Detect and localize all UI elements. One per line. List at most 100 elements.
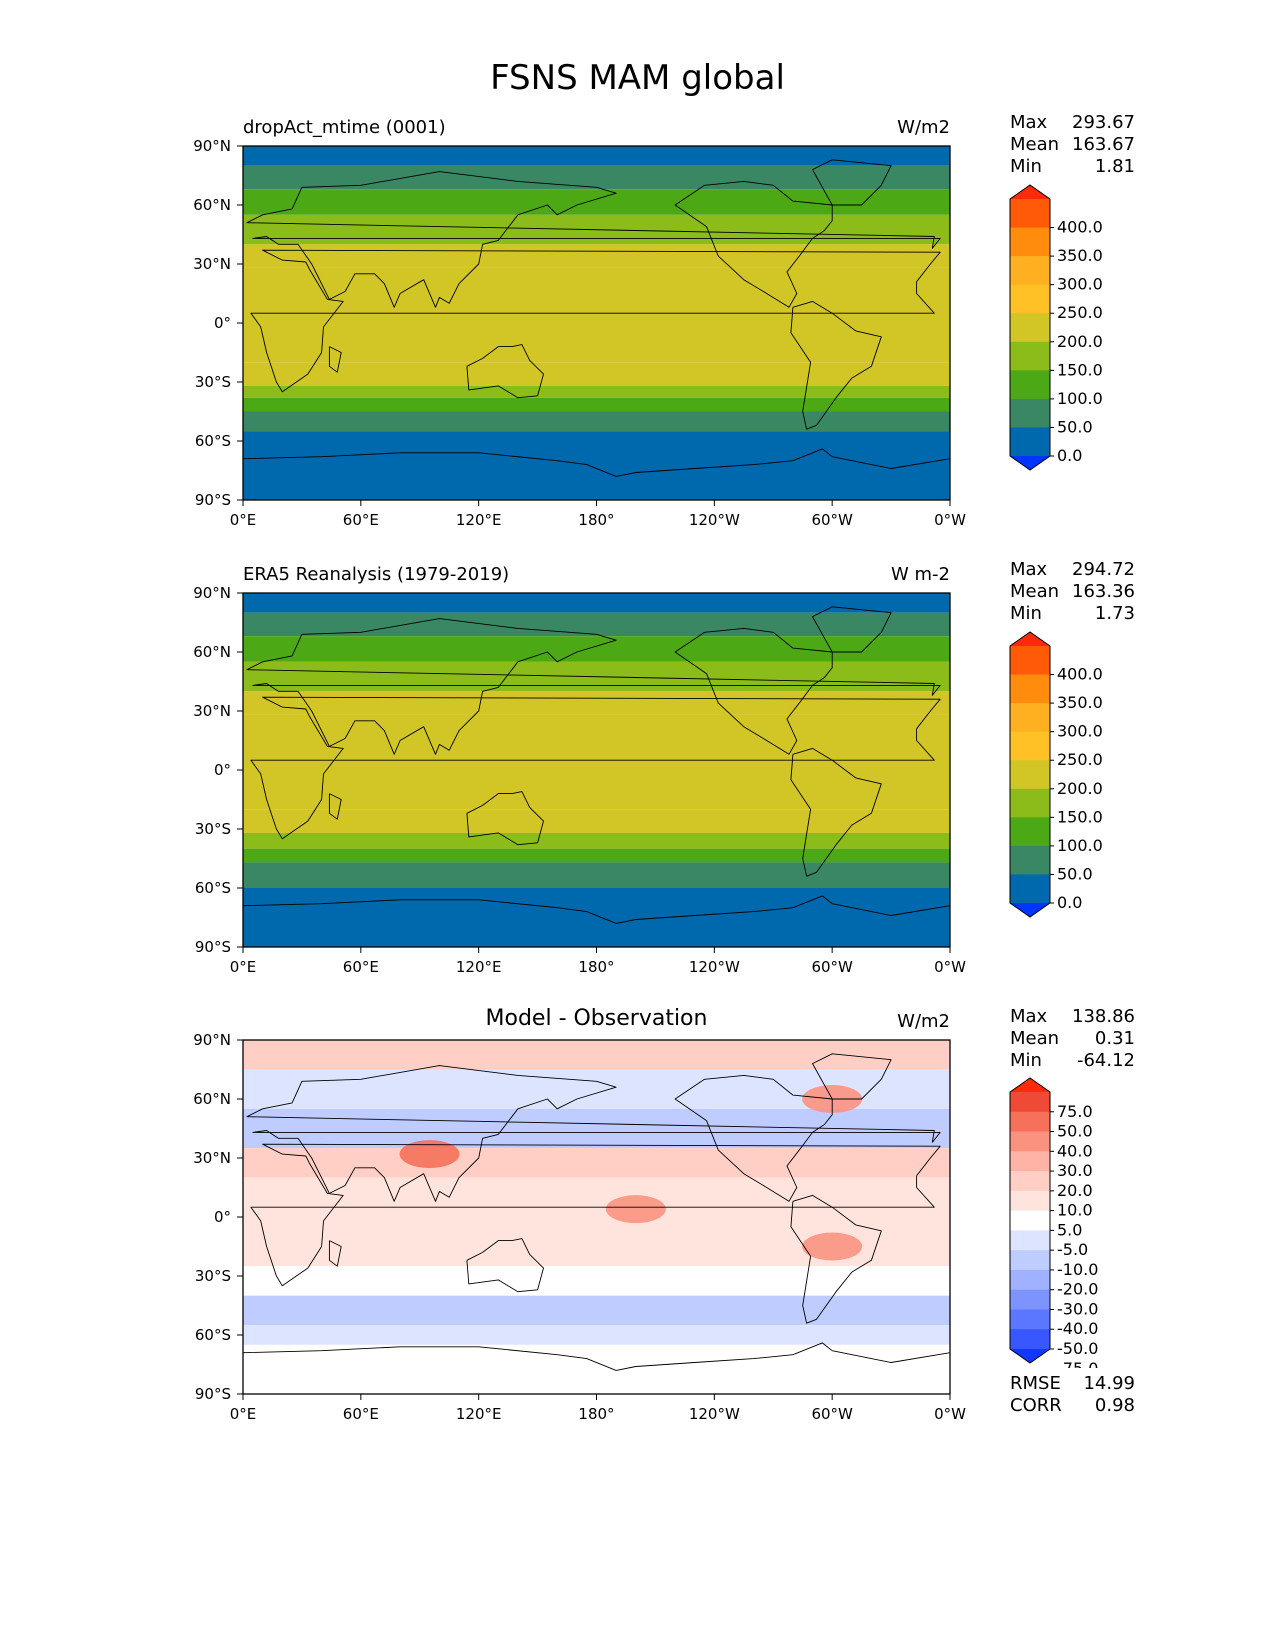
data-band bbox=[243, 888, 950, 947]
colorbar-tick-label: 400.0 bbox=[1057, 665, 1103, 684]
stat-label: Mean bbox=[1010, 1028, 1060, 1049]
x-tick-label: 120°E bbox=[456, 1405, 502, 1423]
y-tick-label: 90°N bbox=[193, 1031, 231, 1049]
x-tick-label: 0°W bbox=[934, 1405, 966, 1423]
colorbar-tick-label: 350.0 bbox=[1057, 693, 1103, 712]
panel-1-stats: Max 293.67 Mean 163.67 Min 1.81 bbox=[1010, 112, 1135, 178]
panel-1-title: dropAct_mtime (0001) bbox=[243, 117, 446, 138]
y-tick-label: 60°S bbox=[195, 1326, 231, 1344]
colorbar-extend-min bbox=[1010, 903, 1050, 917]
colorbar-segment bbox=[1010, 427, 1050, 457]
colorbar-tick-label: 300.0 bbox=[1057, 275, 1103, 294]
data-band bbox=[243, 1177, 950, 1217]
colorbar-tick-label: 50.0 bbox=[1057, 864, 1093, 883]
data-band bbox=[243, 1148, 950, 1178]
coastline bbox=[466, 1238, 544, 1293]
data-band bbox=[243, 431, 950, 500]
data-band bbox=[243, 146, 950, 166]
colorbar-tick-label: 0.0 bbox=[1057, 893, 1082, 912]
colorbar-segment bbox=[1010, 398, 1050, 428]
data-band bbox=[243, 1266, 950, 1296]
coastline bbox=[328, 793, 342, 820]
colorbar-tick-label: 250.0 bbox=[1057, 303, 1103, 322]
colorbar-segment bbox=[1010, 1190, 1050, 1212]
y-tick-label: 90°S bbox=[195, 938, 231, 956]
colorbar-segment bbox=[1010, 1131, 1050, 1152]
x-tick-label: 60°E bbox=[343, 958, 379, 976]
colorbar-segment bbox=[1010, 1210, 1050, 1231]
colorbar-tick-label: 100.0 bbox=[1057, 389, 1103, 408]
coastline bbox=[790, 300, 882, 430]
stat-value: 138.86 bbox=[1072, 1006, 1135, 1027]
y-tick-label: 30°N bbox=[193, 702, 231, 720]
colorbar-segment bbox=[1010, 817, 1050, 847]
x-tick-label: 120°W bbox=[689, 1405, 740, 1423]
stat-label: RMSE bbox=[1010, 1373, 1061, 1394]
x-tick-label: 120°W bbox=[689, 958, 740, 976]
y-tick-label: 90°S bbox=[195, 491, 231, 509]
data-band bbox=[243, 691, 950, 715]
y-tick-label: 0° bbox=[214, 761, 231, 779]
x-tick-label: 0°W bbox=[934, 511, 966, 529]
colorbar-segment bbox=[1010, 199, 1050, 229]
data-band bbox=[243, 293, 950, 363]
data-band bbox=[243, 1295, 950, 1326]
colorbar-segment bbox=[1010, 1250, 1050, 1271]
colorbar-tick-label: 150.0 bbox=[1057, 360, 1103, 379]
colorbar-segment bbox=[1010, 256, 1050, 286]
colorbar-segment bbox=[1010, 760, 1050, 790]
stat-label: Mean bbox=[1010, 134, 1060, 155]
colorbar-tick-label: -30.0 bbox=[1057, 1299, 1098, 1318]
colorbar-segment bbox=[1010, 874, 1050, 904]
y-tick-label: 30°N bbox=[193, 255, 231, 273]
colorbar-tick-label: 40.0 bbox=[1057, 1141, 1093, 1160]
colorbar-tick-label: 350.0 bbox=[1057, 246, 1103, 265]
colorbar-segment bbox=[1010, 1151, 1050, 1172]
stat-value: 163.36 bbox=[1072, 581, 1135, 602]
data-band bbox=[243, 385, 950, 398]
coastline bbox=[246, 618, 941, 755]
colorbar-tick-label: 5.0 bbox=[1057, 1220, 1082, 1239]
data-band bbox=[243, 1344, 950, 1394]
data-band bbox=[243, 397, 950, 412]
x-tick-label: 120°E bbox=[456, 958, 502, 976]
x-tick-label: 0°E bbox=[230, 511, 257, 529]
stat-label: Min bbox=[1010, 603, 1042, 624]
colorbar-segment bbox=[1010, 1329, 1050, 1350]
colorbar-segment bbox=[1010, 1171, 1050, 1192]
colorbar-segment bbox=[1010, 1309, 1050, 1330]
colorbar-tick-label: 400.0 bbox=[1057, 218, 1103, 237]
data-band bbox=[243, 165, 950, 190]
coastline bbox=[466, 791, 544, 846]
coastline bbox=[250, 249, 941, 393]
coastline bbox=[243, 895, 950, 924]
data-band bbox=[243, 636, 950, 662]
y-tick-label: 30°S bbox=[195, 373, 231, 391]
colorbar-tick-label: 30.0 bbox=[1057, 1161, 1093, 1180]
colorbar-tick-label: 250.0 bbox=[1057, 750, 1103, 769]
panel-3-units: W/m2 bbox=[897, 1011, 950, 1032]
stat-label: Max bbox=[1010, 559, 1048, 580]
colorbar-tick-label: 200.0 bbox=[1057, 332, 1103, 351]
colorbar-tick-label: 20.0 bbox=[1057, 1181, 1093, 1200]
stat-value: 0.31 bbox=[1094, 1028, 1135, 1049]
colorbar-extend-max bbox=[1010, 1078, 1050, 1092]
coastline bbox=[790, 1194, 882, 1324]
data-band bbox=[243, 411, 950, 432]
y-tick-label: 60°S bbox=[195, 432, 231, 450]
colorbar-tick-label: -75.0 bbox=[1057, 1359, 1098, 1368]
colorbar-segment bbox=[1010, 1111, 1050, 1133]
coastline bbox=[812, 1053, 892, 1100]
colorbar-segment bbox=[1010, 370, 1050, 400]
colorbar-segment bbox=[1010, 731, 1050, 761]
data-band bbox=[243, 189, 950, 215]
anomaly-patch bbox=[399, 1140, 460, 1169]
colorbar-segment bbox=[1010, 1092, 1050, 1113]
x-tick-label: 180° bbox=[578, 1405, 614, 1423]
colorbar-extend-min bbox=[1010, 456, 1050, 470]
y-tick-label: 60°S bbox=[195, 879, 231, 897]
stat-value: 1.81 bbox=[1094, 156, 1135, 177]
x-tick-label: 120°W bbox=[689, 511, 740, 529]
data-band bbox=[243, 1040, 950, 1070]
panel-3-title: Model - Observation bbox=[485, 1006, 708, 1031]
